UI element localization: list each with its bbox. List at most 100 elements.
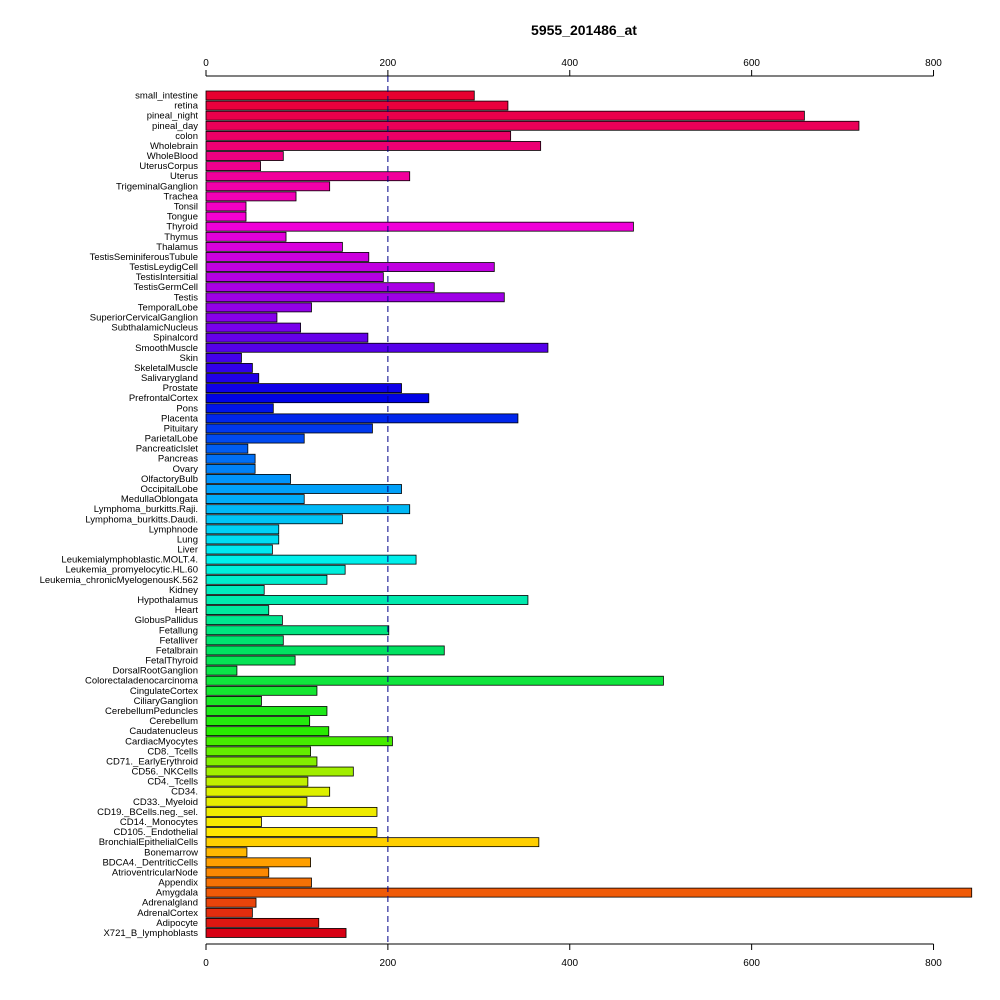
category-label: SkeletalMuscle	[134, 363, 198, 374]
bar	[205, 827, 378, 837]
bar-group	[205, 90, 973, 938]
category-label: Hypothalamus	[137, 595, 198, 606]
category-label: PrefrontalCortex	[129, 393, 198, 404]
bar	[205, 141, 542, 151]
category-label: Ovary	[173, 464, 199, 475]
bar	[205, 574, 328, 585]
bar	[205, 292, 505, 303]
bar	[205, 585, 265, 595]
category-label: Lung	[177, 534, 198, 545]
bar	[205, 615, 283, 626]
category-label: Tonsil	[174, 201, 198, 212]
bar	[205, 806, 378, 817]
category-label: CiliaryGanglion	[134, 696, 198, 707]
chart-title: 5955_201486_at	[531, 22, 637, 38]
bar	[205, 625, 390, 636]
bar	[205, 322, 301, 333]
category-labels: small_intestineretinapineal_nightpineal_…	[40, 91, 199, 939]
bar	[205, 433, 305, 444]
bar	[205, 453, 256, 464]
bar	[205, 696, 262, 706]
bar	[205, 171, 411, 182]
bar	[205, 211, 247, 222]
bar	[205, 665, 238, 676]
bar	[205, 857, 311, 868]
tick-label: 600	[743, 58, 760, 69]
bar	[205, 534, 280, 545]
bar	[205, 796, 308, 807]
bar	[205, 716, 311, 726]
category-label: Bonemarrow	[144, 847, 198, 858]
bar	[205, 413, 519, 424]
bar	[205, 645, 445, 656]
category-label: Caudatenucleus	[129, 726, 198, 737]
category-label: Leukemialymphoblastic.MOLT.4.	[61, 555, 198, 566]
bar	[205, 363, 253, 373]
tick-label: 0	[203, 58, 209, 69]
bar	[205, 463, 256, 474]
bar	[205, 817, 262, 827]
category-label: Uterus	[170, 171, 198, 182]
category-label: Amygdala	[156, 888, 199, 899]
category-label: Salivarygland	[141, 373, 198, 384]
category-label: CD33._Myeloid	[133, 797, 198, 808]
category-label: TestisSeminiferousTubule	[90, 252, 198, 263]
category-label: TestisIntersitial	[136, 272, 198, 283]
bar	[205, 130, 512, 141]
category-label: Lymphoma_burkitts.Raji.	[94, 504, 198, 515]
tick-label: 0	[203, 958, 209, 969]
category-label: Pituitary	[164, 423, 199, 434]
category-label: OlfactoryBulb	[141, 474, 198, 485]
category-label: pineal_day	[152, 121, 198, 132]
category-label: CD4._Tcells	[147, 777, 198, 788]
category-label: X721_B_lymphoblasts	[103, 928, 198, 939]
bar	[205, 332, 369, 343]
bar	[205, 312, 278, 323]
bar	[205, 100, 509, 111]
bar	[205, 746, 311, 757]
tick-label: 800	[925, 958, 942, 969]
category-label: MedullaOblongata	[121, 494, 199, 505]
bar	[205, 675, 664, 686]
category-label: AtrioventricularNode	[112, 867, 198, 878]
category-label: Adipocyte	[156, 918, 198, 929]
bar	[205, 867, 270, 878]
bar	[205, 847, 248, 858]
category-label: Thymus	[164, 232, 198, 243]
category-label: Spinalcord	[153, 333, 198, 344]
bar	[205, 877, 312, 888]
category-label: CD56._NKCells	[131, 767, 198, 778]
tick-label: 600	[743, 958, 760, 969]
bar	[205, 191, 297, 202]
top-x-axis: 0 200 400 600 800	[203, 58, 942, 77]
category-label: pineal_night	[147, 111, 199, 122]
bar	[205, 685, 318, 696]
bar	[205, 837, 540, 848]
category-label: retina	[174, 101, 198, 112]
category-label: Wholebrain	[150, 141, 198, 152]
bar	[205, 151, 284, 161]
category-label: GlobusPallidus	[135, 615, 199, 626]
tick-label: 400	[561, 958, 578, 969]
category-label: Pons	[176, 403, 198, 414]
bar	[205, 393, 430, 404]
bar	[205, 776, 309, 787]
bar	[205, 928, 347, 938]
bar	[205, 221, 634, 232]
bar	[205, 282, 435, 293]
bar	[205, 736, 393, 747]
category-label: PancreaticIslet	[136, 444, 199, 455]
bar	[205, 181, 331, 192]
category-label: SuperiorCervicalGanglion	[90, 312, 198, 323]
bar	[205, 605, 270, 615]
bar	[205, 514, 343, 525]
bar	[205, 342, 549, 353]
category-label: BronchialEpithelialCells	[99, 837, 199, 848]
bar	[205, 352, 242, 363]
category-label: DorsalRootGanglion	[112, 666, 198, 677]
category-label: FetalThyroid	[145, 656, 198, 667]
category-label: Appendix	[158, 878, 198, 889]
category-label: CD71._EarlyErythroid	[106, 756, 198, 767]
bar	[205, 110, 805, 121]
